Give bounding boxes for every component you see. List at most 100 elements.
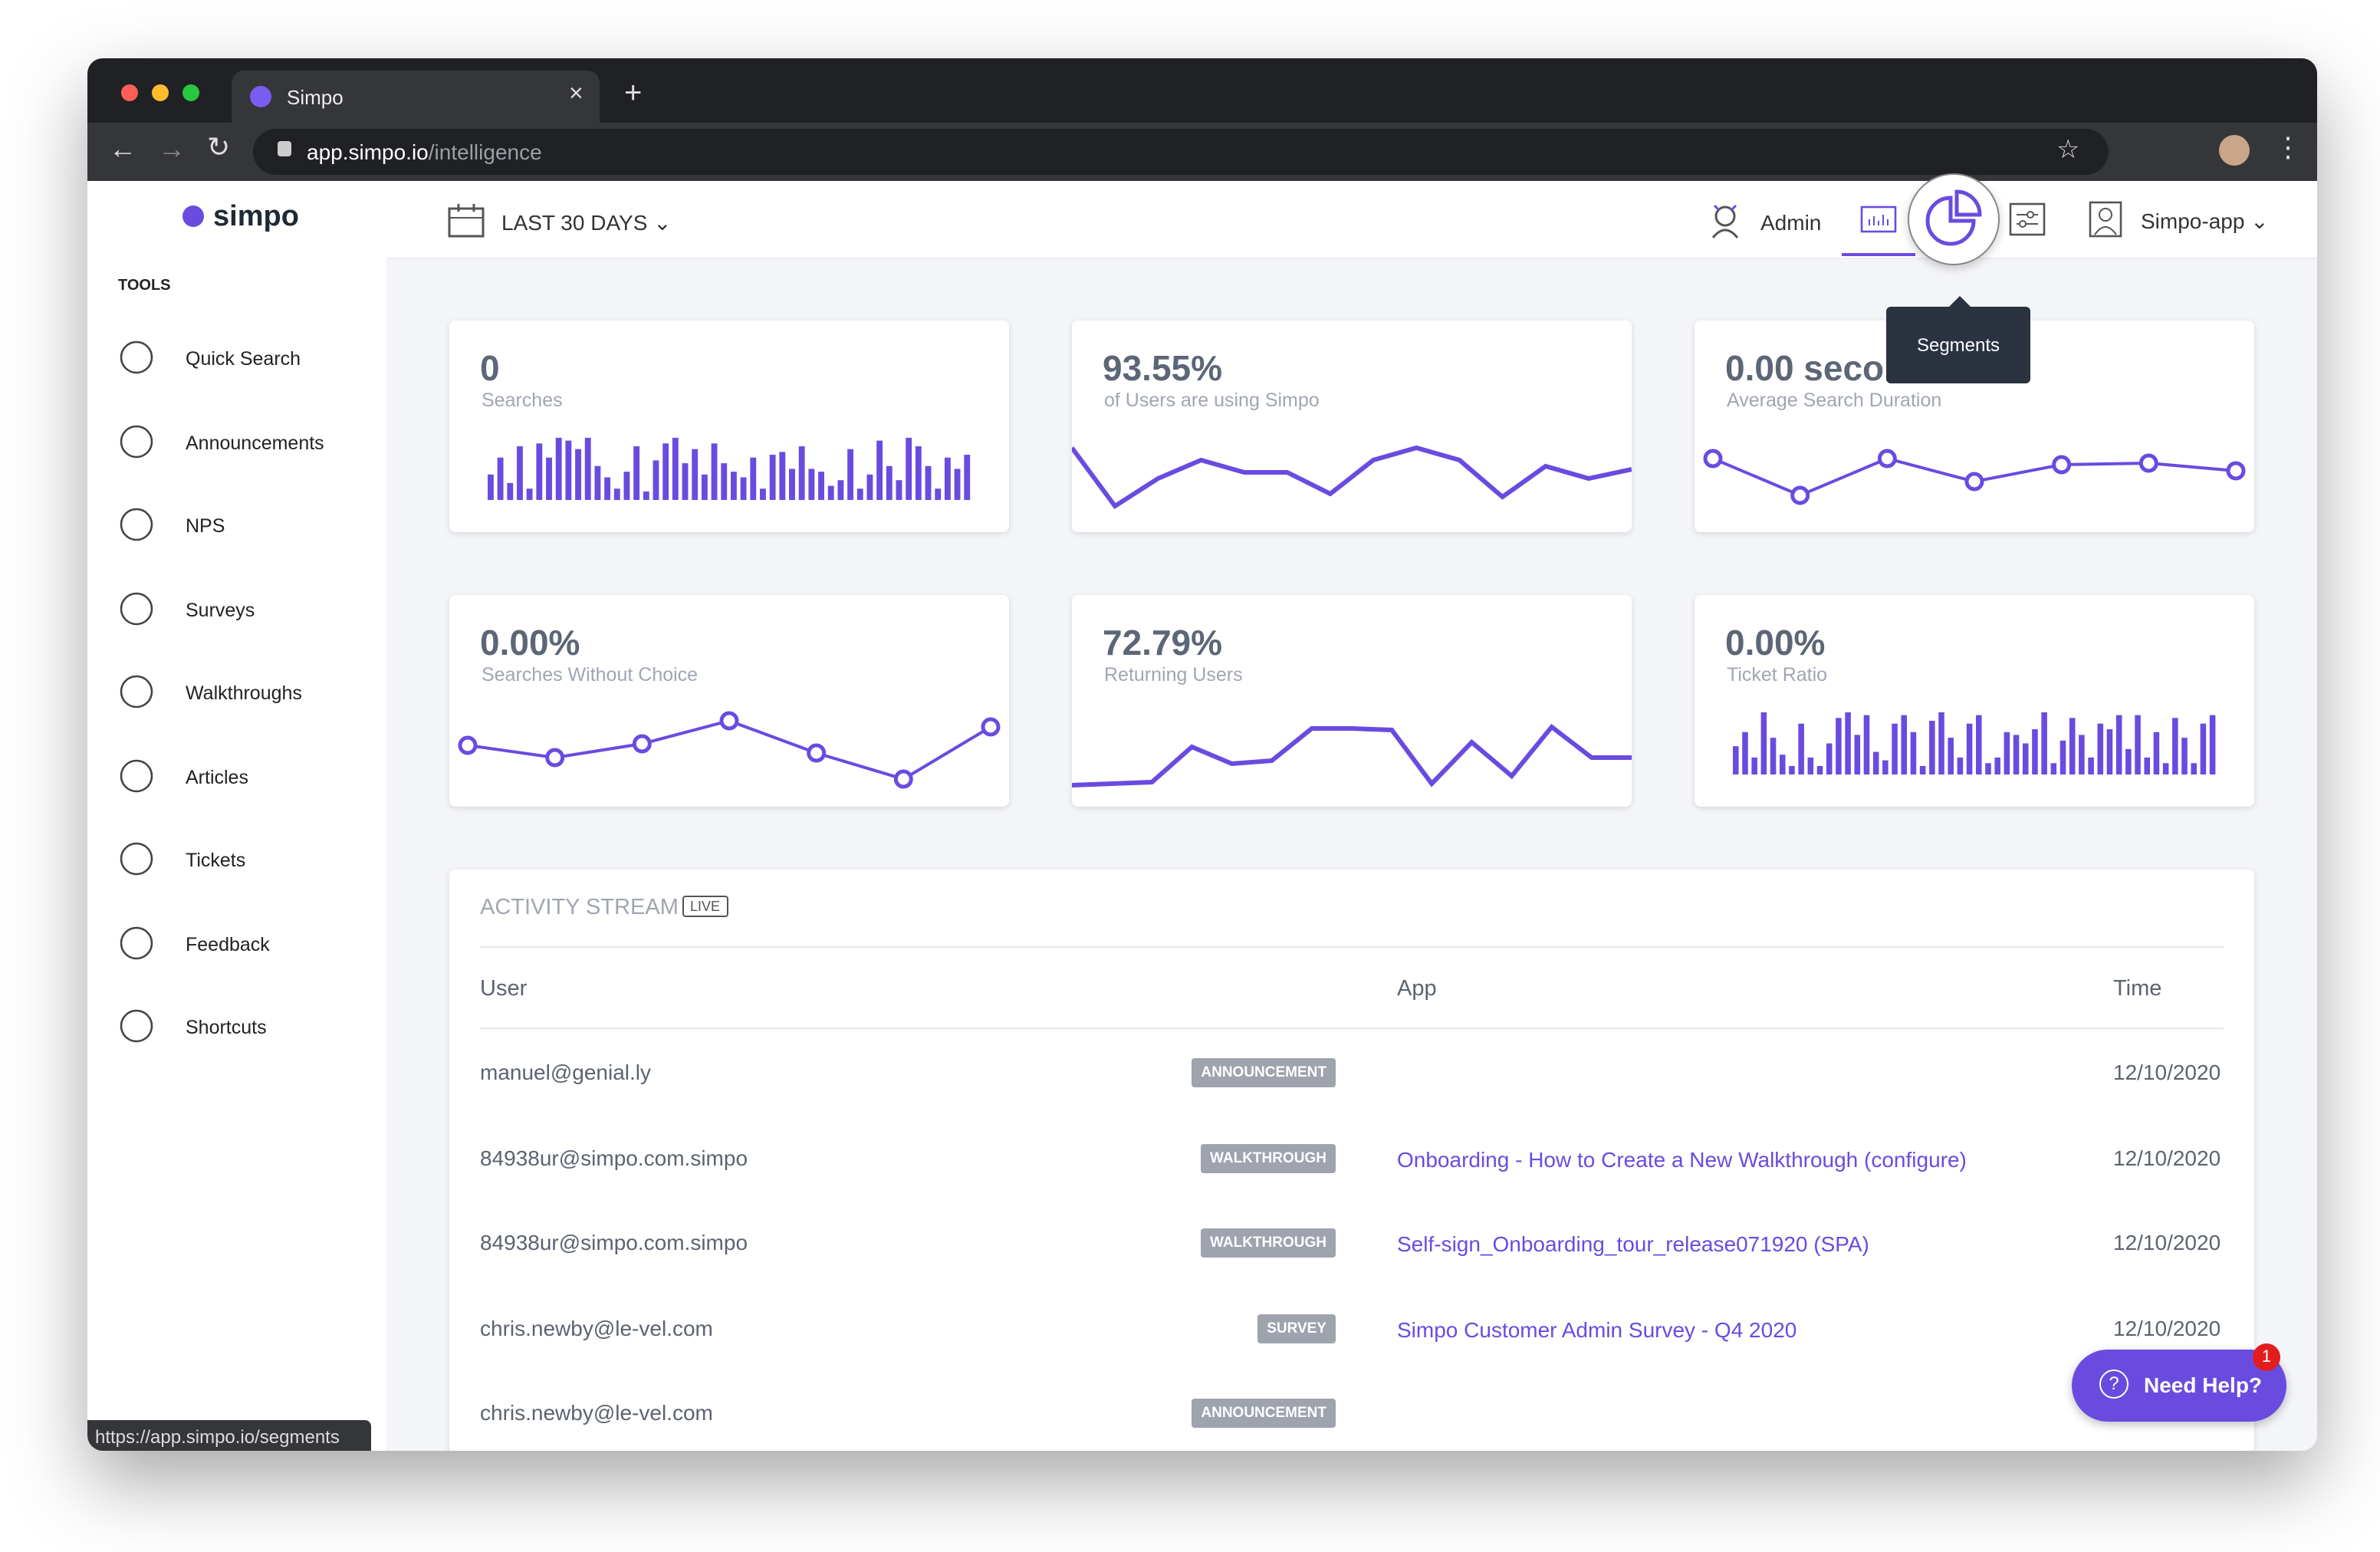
bar bbox=[1779, 755, 1786, 774]
live-badge: LIVE bbox=[682, 896, 728, 917]
bar bbox=[2209, 715, 2216, 774]
point bbox=[893, 769, 913, 789]
menu-icon bbox=[120, 424, 153, 458]
bar bbox=[2125, 748, 2132, 774]
bar bbox=[1807, 757, 1814, 774]
bar bbox=[2050, 763, 2057, 774]
bar bbox=[2144, 757, 2151, 774]
menu-item[interactable]: Tickets bbox=[118, 840, 379, 883]
tab[interactable]: Simpo × bbox=[232, 71, 600, 123]
bar bbox=[1798, 723, 1804, 774]
bar bbox=[565, 440, 572, 500]
bar bbox=[692, 449, 699, 500]
bar bbox=[546, 457, 552, 500]
type-tag: ANNOUNCEMENT bbox=[1192, 1058, 1336, 1087]
back[interactable]: ← bbox=[109, 133, 136, 164]
reload[interactable]: ↻ bbox=[207, 132, 231, 163]
stat-card: 0.00% Ticket Ratio bbox=[1695, 595, 2254, 807]
new-tab[interactable]: + bbox=[624, 77, 643, 110]
time-cell: 12/10/2020 bbox=[2113, 1230, 2221, 1254]
menu-item[interactable]: NPS bbox=[118, 506, 379, 549]
icon-shape bbox=[120, 1009, 153, 1043]
bar bbox=[507, 482, 514, 500]
bar bbox=[827, 485, 834, 500]
menu-item[interactable]: Announcements bbox=[118, 423, 379, 465]
bar bbox=[1789, 765, 1795, 774]
logo-mark bbox=[182, 206, 204, 227]
point bbox=[1703, 449, 1723, 469]
min-dot[interactable] bbox=[152, 84, 169, 101]
bar bbox=[1976, 715, 1982, 774]
bar bbox=[837, 480, 844, 500]
point bbox=[2138, 453, 2158, 473]
menu-item[interactable]: Walkthroughs bbox=[118, 673, 379, 716]
user-cell: 84938ur@simpo.com.simpo bbox=[480, 1145, 748, 1169]
bar bbox=[818, 472, 824, 500]
point bbox=[719, 711, 739, 731]
sparkline bbox=[488, 437, 971, 500]
section-title: TOOLS bbox=[118, 278, 171, 294]
sidebar: simpo TOOLS Quick Search Announcements NPS… bbox=[87, 181, 386, 1451]
bar bbox=[721, 463, 728, 500]
stat-value: 0.00 seco bbox=[1725, 348, 1885, 388]
bar bbox=[2153, 732, 2160, 774]
date-range[interactable]: LAST 30 DAYS ⌄ bbox=[501, 210, 672, 235]
account-menu[interactable]: Simpo-app ⌄ bbox=[2141, 209, 2269, 233]
menu-item[interactable]: Articles bbox=[118, 757, 379, 800]
bar bbox=[594, 465, 601, 500]
forward[interactable]: → bbox=[158, 133, 186, 164]
admin-link[interactable]: Admin bbox=[1760, 210, 1822, 235]
bar bbox=[1948, 738, 1954, 774]
type-tag: WALKTHROUGH bbox=[1201, 1228, 1336, 1258]
settings-tab[interactable] bbox=[2009, 202, 2046, 236]
menu-item[interactable]: Quick Search bbox=[118, 339, 379, 382]
app-link[interactable]: Simpo Customer Admin Survey - Q4 2020 bbox=[1397, 1317, 1797, 1341]
menu-label: Articles bbox=[186, 766, 248, 788]
bar bbox=[731, 472, 737, 500]
bar bbox=[2004, 732, 2010, 774]
point bbox=[458, 735, 478, 755]
help-button[interactable]: ? Need Help? 1 bbox=[2072, 1343, 2286, 1422]
menu-label: Surveys bbox=[186, 599, 255, 620]
bar bbox=[2059, 740, 2066, 774]
toolbar: ← → ↻ app.simpo.io/intelligence ☆ ⋮ bbox=[87, 123, 2317, 181]
stat-card: 0 Searches bbox=[449, 321, 1009, 532]
bar bbox=[1892, 723, 1898, 774]
stat-card: 0.00% Searches Without Choice bbox=[449, 595, 1009, 807]
user-cell: 84938ur@simpo.com.simpo bbox=[480, 1230, 748, 1254]
tooltip-arrow bbox=[1949, 296, 1971, 307]
stat-value: 93.55% bbox=[1103, 348, 1223, 388]
app-link[interactable]: Self-sign_Onboarding_tour_release071920 … bbox=[1397, 1231, 1869, 1256]
tab-strip: Simpo × + bbox=[87, 58, 2317, 123]
avatar[interactable] bbox=[2219, 135, 2250, 166]
time-cell: 12/10/2020 bbox=[2113, 1060, 2221, 1084]
menu-item[interactable]: Surveys bbox=[118, 590, 379, 633]
menu-item[interactable]: Shortcuts bbox=[118, 1008, 379, 1051]
bar bbox=[2135, 715, 2141, 774]
icon-shape bbox=[120, 926, 153, 959]
icon-shape bbox=[120, 340, 153, 374]
menu-icon bbox=[120, 842, 153, 876]
max-dot[interactable] bbox=[182, 84, 199, 101]
bar bbox=[1985, 763, 1991, 774]
bar bbox=[555, 437, 562, 500]
bar bbox=[2097, 723, 2104, 774]
segments-tab[interactable] bbox=[1908, 173, 2000, 265]
menu-item[interactable]: Feedback bbox=[118, 924, 379, 967]
menu-label: NPS bbox=[186, 515, 225, 537]
menu-icon bbox=[120, 1009, 153, 1043]
star[interactable]: ☆ bbox=[2056, 135, 2080, 164]
bar bbox=[740, 477, 747, 500]
address-bar[interactable]: app.simpo.io/intelligence ☆ bbox=[253, 129, 2109, 175]
bar bbox=[682, 463, 689, 500]
sparkline bbox=[1733, 712, 2216, 774]
menu[interactable]: ⋮ bbox=[2274, 132, 2302, 163]
bar bbox=[808, 469, 815, 500]
bar bbox=[526, 488, 533, 500]
tab-close[interactable]: × bbox=[569, 81, 583, 107]
close-dot[interactable] bbox=[121, 84, 138, 101]
menu-label: Tickets bbox=[186, 850, 246, 871]
intelligence-tab[interactable] bbox=[1860, 206, 1897, 233]
app-link[interactable]: Onboarding - How to Create a New Walkthr… bbox=[1397, 1146, 1967, 1171]
bar bbox=[886, 465, 893, 500]
